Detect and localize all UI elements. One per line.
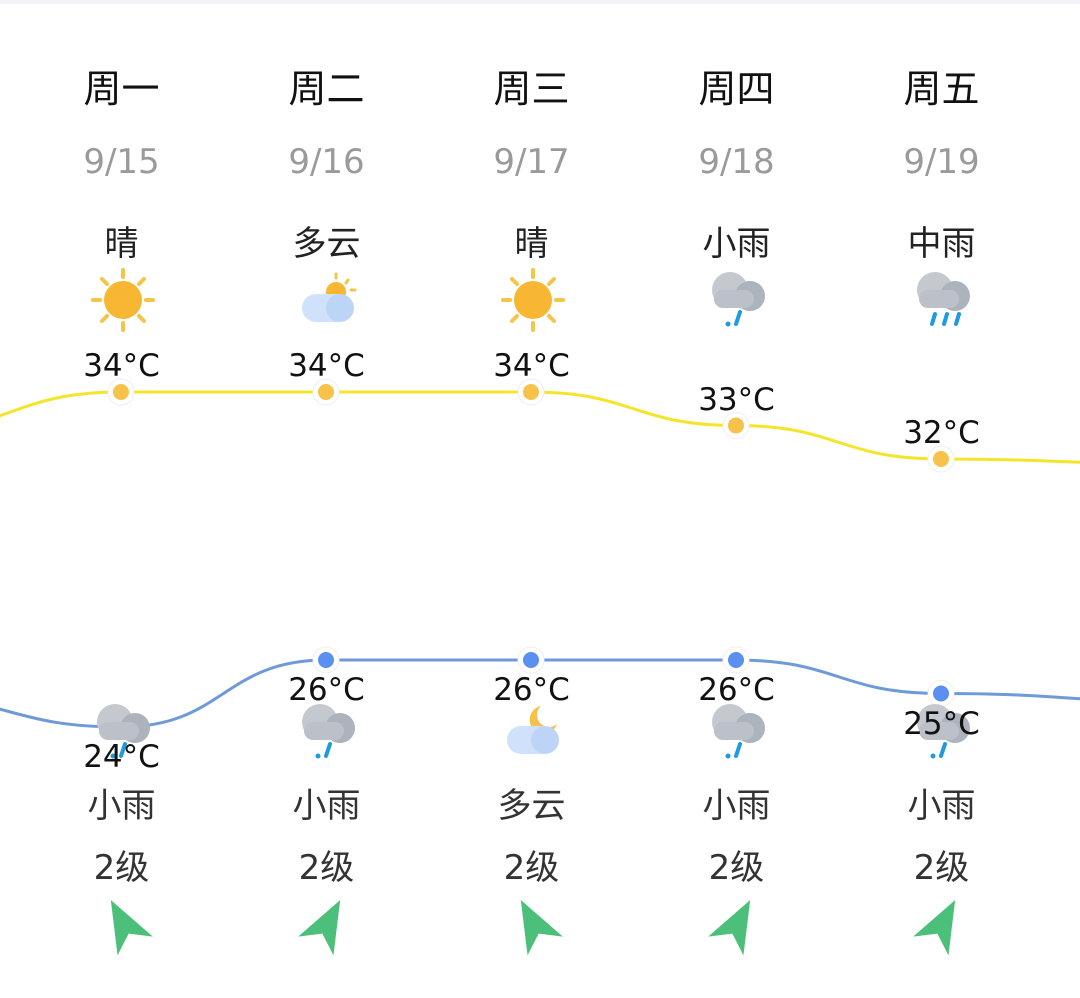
high-temp-label: 34°C [288, 348, 365, 384]
day-condition: 多云 [292, 224, 361, 264]
wind-level: 2级 [93, 848, 150, 888]
low-temp-label: 26°C [288, 672, 365, 708]
light-rain-icon [706, 700, 770, 764]
date-label: 9/16 [288, 142, 365, 182]
light-rain-icon [296, 700, 360, 764]
day-condition: 晴 [514, 224, 549, 264]
forecast-day-3[interactable]: 周三 9/17 晴 多云 2级 [429, 0, 634, 998]
low-temp-label: 24°C [83, 739, 160, 775]
wind-level: 2级 [913, 848, 970, 888]
high-temp-label: 33°C [698, 381, 775, 418]
cloudy-night-icon [501, 700, 565, 764]
high-temp-point [728, 417, 744, 434]
partly-cloudy-icon [296, 268, 360, 332]
high-temp-point [318, 384, 334, 400]
date-label: 9/18 [698, 142, 775, 182]
low-temp-label: 26°C [698, 672, 775, 708]
high-temp-label: 32°C [903, 415, 980, 451]
wind-direction-icon [90, 888, 155, 958]
high-temp-label: 34°C [83, 348, 160, 384]
low-temp-point [933, 685, 949, 702]
low-temp-label: 25°C [903, 705, 980, 742]
high-temp-point [933, 451, 949, 467]
low-temp-label: 26°C [493, 672, 570, 708]
light-rain-icon [91, 700, 155, 764]
weekday-label: 周三 [493, 67, 570, 111]
low-temp-point [318, 652, 334, 668]
light-rain-icon [911, 700, 975, 764]
day-condition: 中雨 [907, 224, 976, 264]
weekday-label: 周四 [698, 67, 775, 111]
date-label: 9/15 [83, 142, 160, 182]
light-rain-icon [706, 268, 770, 332]
wind-level: 2级 [298, 848, 355, 888]
wind-direction-icon [705, 888, 770, 958]
day-condition: 晴 [104, 224, 139, 264]
low-temp-point [728, 652, 744, 668]
low-temp-point [523, 652, 539, 668]
weekday-label: 周二 [288, 67, 365, 111]
day-condition: 小雨 [702, 224, 771, 264]
night-condition: 小雨 [87, 786, 156, 826]
weekday-label: 周五 [903, 67, 980, 111]
high-temp-point [523, 384, 539, 400]
forecast-day-2[interactable]: 周二 9/16 多云 小雨 2级 [224, 0, 429, 998]
night-condition: 小雨 [907, 786, 976, 826]
top-edge [0, 0, 1080, 4]
weekday-label: 周一 [83, 67, 160, 111]
moderate-rain-icon [911, 268, 975, 332]
night-condition: 多云 [497, 786, 566, 826]
wind-direction-icon [500, 888, 565, 958]
forecast-day-5[interactable]: 周五 9/19 中雨 小雨 2级 [839, 0, 1044, 998]
high-temp-label: 34°C [493, 348, 570, 384]
forecast-day-1[interactable]: 周一 9/15 晴 小雨 2级 [19, 0, 224, 998]
high-temp-point [113, 384, 129, 400]
wind-level: 2级 [708, 848, 765, 888]
sun-icon [91, 268, 155, 332]
night-condition: 小雨 [292, 786, 361, 826]
wind-level: 2级 [503, 848, 560, 888]
wind-direction-icon [910, 888, 975, 958]
sun-icon [501, 268, 565, 332]
date-label: 9/17 [493, 142, 570, 182]
date-label: 9/19 [903, 142, 980, 182]
wind-direction-icon [295, 888, 360, 958]
forecast-day-4[interactable]: 周四 9/18 小雨 小雨 2级 [634, 0, 839, 998]
night-condition: 小雨 [702, 786, 771, 826]
